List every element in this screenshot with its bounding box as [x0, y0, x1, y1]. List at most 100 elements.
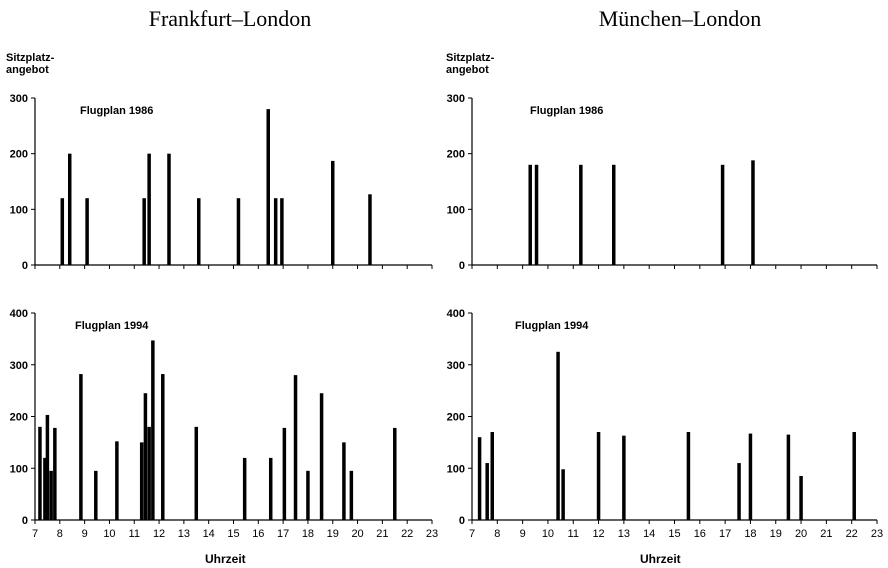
bar — [342, 442, 346, 520]
bar — [151, 340, 155, 520]
bar — [273, 198, 278, 265]
x-tick-label: 12 — [592, 528, 604, 540]
bar — [737, 463, 741, 520]
x-tick-label: 20 — [795, 528, 807, 540]
x-tick-label: 23 — [871, 528, 883, 540]
x-tick-label: 15 — [668, 528, 680, 540]
y-tick-label: 300 — [10, 360, 28, 372]
panel-annotation: Flugplan 1994 — [515, 320, 589, 332]
x-tick-label: 18 — [302, 528, 314, 540]
bar — [561, 469, 565, 520]
x-tick-label: 20 — [351, 528, 363, 540]
y-tick-label: 300 — [10, 93, 28, 105]
bar — [799, 476, 803, 520]
x-tick-label: 7 — [32, 528, 38, 540]
y-tick-label: 0 — [459, 515, 465, 527]
bar — [115, 441, 119, 520]
bar — [268, 457, 273, 520]
bar — [282, 427, 287, 520]
y-tick-label: 300 — [447, 93, 465, 105]
x-tick-label: 19 — [327, 528, 339, 540]
bar — [319, 393, 324, 520]
y-tick-label: 400 — [10, 308, 28, 320]
x-tick-label: 9 — [82, 528, 88, 540]
bar — [79, 374, 83, 520]
x-tick-label: 19 — [770, 528, 782, 540]
x-tick-label: 12 — [153, 528, 165, 540]
x-tick-label: 13 — [178, 528, 190, 540]
x-tick-label: 7 — [469, 528, 475, 540]
x-tick-label: 22 — [401, 528, 413, 540]
y-tick-label: 0 — [459, 260, 465, 272]
x-tick-label: 21 — [376, 528, 388, 540]
bar — [751, 160, 755, 265]
bar — [280, 198, 284, 265]
x-axis-label-right: Uhrzeit — [640, 552, 681, 566]
panel-annotation: Flugplan 1994 — [75, 320, 149, 332]
y-tick-label: 0 — [22, 515, 28, 527]
bar — [139, 442, 144, 520]
x-tick-label: 10 — [542, 528, 554, 540]
bar — [393, 427, 397, 520]
bar — [67, 153, 72, 265]
x-tick-label: 9 — [520, 528, 526, 540]
bar — [266, 109, 270, 265]
y-tick-label: 100 — [447, 463, 465, 475]
bar — [38, 426, 42, 520]
bar — [85, 198, 89, 265]
y-tick-label: 300 — [447, 360, 465, 372]
bar — [242, 457, 247, 520]
bar — [143, 393, 148, 520]
y-tick-label: 100 — [10, 204, 28, 216]
x-tick-label: 13 — [618, 528, 630, 540]
bar — [349, 470, 354, 520]
bar — [45, 414, 50, 520]
x-tick-label: 11 — [568, 528, 579, 540]
bar — [852, 432, 856, 520]
bar — [147, 153, 151, 265]
bar — [686, 432, 691, 520]
y-tick-label: 200 — [447, 412, 465, 424]
x-tick-label: 23 — [426, 528, 438, 540]
bar — [490, 432, 494, 520]
bar — [579, 164, 583, 265]
column-title-frankfurt: Frankfurt–London — [148, 6, 312, 31]
x-tick-label: 14 — [203, 528, 215, 540]
bar — [167, 153, 171, 265]
bar — [43, 457, 47, 520]
bar — [786, 434, 791, 520]
bar — [142, 198, 146, 265]
y-axis-label-right: Sitzplatz- angebot — [446, 52, 494, 76]
bar — [293, 375, 298, 520]
bar — [161, 374, 165, 520]
y-tick-label: 0 — [22, 260, 28, 272]
y-axis-label-left: Sitzplatz- angebot — [6, 52, 54, 76]
y-axis-label-line-1: Sitzplatz- — [446, 52, 495, 64]
bar — [236, 198, 241, 265]
column-title-muenchen: München–London — [598, 6, 762, 31]
y-tick-label: 100 — [10, 463, 28, 475]
y-tick-label: 200 — [10, 149, 28, 161]
bar — [49, 470, 53, 520]
x-tick-label: 17 — [277, 528, 289, 540]
bar — [197, 198, 201, 265]
bar — [477, 437, 482, 520]
x-tick-label: 8 — [57, 528, 63, 540]
panel-annotation: Flugplan 1986 — [80, 105, 153, 117]
y-tick-label: 200 — [10, 412, 28, 424]
x-tick-label: 18 — [744, 528, 756, 540]
bar — [368, 194, 372, 265]
x-axis-label-left: Uhrzeit — [205, 552, 246, 566]
bar — [306, 470, 310, 520]
x-tick-label: 21 — [820, 528, 832, 540]
bar — [748, 433, 753, 520]
x-tick-label: 11 — [129, 528, 140, 540]
x-tick-label: 16 — [694, 528, 706, 540]
x-tick-label: 8 — [494, 528, 500, 540]
bar — [534, 164, 539, 265]
bar — [194, 426, 199, 520]
bar — [60, 198, 65, 265]
y-axis-label-line-2: angebot — [6, 64, 49, 76]
bar — [147, 426, 151, 520]
